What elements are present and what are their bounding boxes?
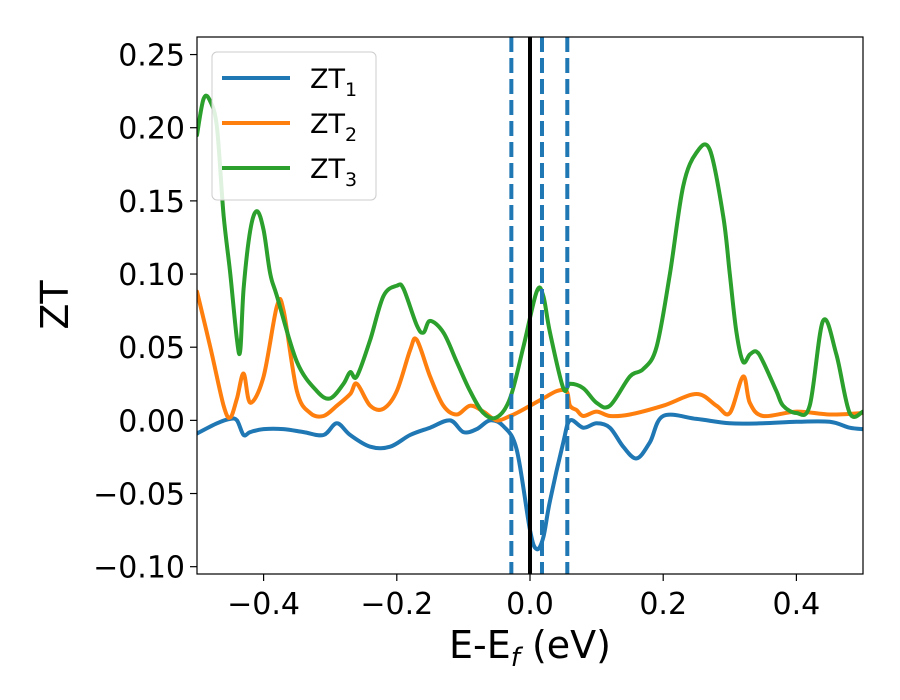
legend-label-zt2: ZT2 — [310, 109, 357, 146]
series-line-zt2 — [197, 289, 863, 423]
x-axis-ticks: −0.4 −0.2 0.0 0.2 0.4 — [227, 574, 820, 622]
x-tick-label: 0.2 — [639, 587, 687, 622]
y-tick-label: −0.10 — [93, 551, 185, 586]
series-line-zt3 — [197, 93, 863, 421]
y-tick-label: 0.00 — [118, 404, 185, 439]
series-layer — [197, 93, 863, 552]
y-tick-label: 0.20 — [118, 112, 185, 147]
y-tick-label: 0.15 — [118, 185, 185, 220]
y-tick-label: 0.25 — [118, 39, 185, 74]
series-line-zt1 — [197, 412, 863, 552]
y-tick-label: 0.10 — [118, 258, 185, 293]
x-tick-label: −0.2 — [360, 587, 433, 622]
legend: ZT1 ZT2 ZT3 — [211, 51, 377, 201]
x-tick-label: 0.4 — [773, 587, 821, 622]
reference-lines — [509, 37, 570, 574]
legend-label-zt3: ZT3 — [310, 154, 357, 191]
y-axis-label: ZT — [33, 280, 77, 330]
y-axis-ticks: −0.10 −0.05 0.00 0.05 0.10 0.15 0.20 0.25 — [93, 39, 197, 586]
x-tick-label: 0.0 — [506, 587, 554, 622]
legend-label-zt1: ZT1 — [310, 64, 357, 101]
y-tick-label: 0.05 — [118, 331, 185, 366]
legend-box — [211, 51, 377, 201]
x-axis-label: E-Ef (eV) — [449, 623, 611, 673]
x-tick-label: −0.4 — [227, 587, 300, 622]
y-tick-label: −0.05 — [93, 478, 185, 513]
